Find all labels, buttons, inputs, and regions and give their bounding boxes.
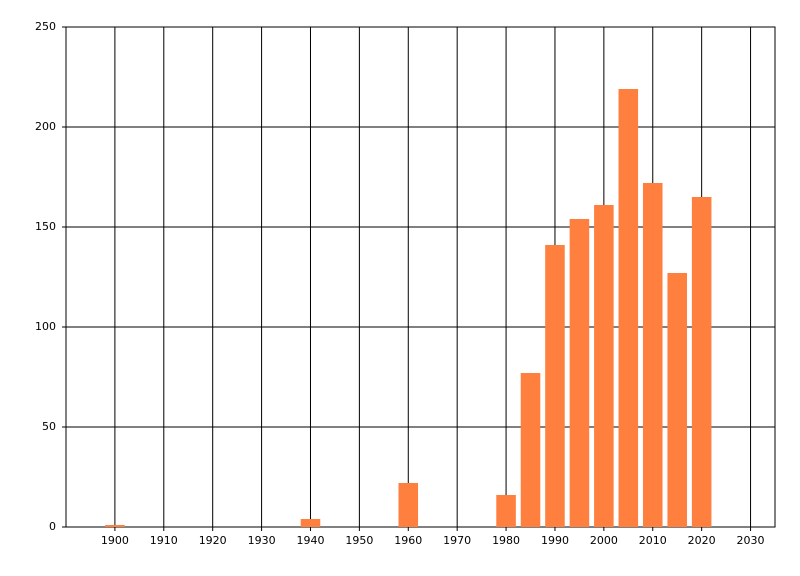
x-tick-label: 2030 [737,534,765,547]
bar [594,205,614,527]
bar [545,245,565,527]
x-tick-label: 1980 [492,534,520,547]
bar [691,197,712,527]
y-tick-label: 100 [35,320,56,333]
bar [642,183,663,527]
x-tick-label: 2000 [590,534,618,547]
plot-frame [65,26,776,528]
x-tick-label: 1910 [150,534,178,547]
x-tick-label: 1900 [101,534,129,547]
bar [300,519,321,527]
x-tick-label: 2020 [688,534,716,547]
x-tick-label: 2010 [639,534,667,547]
x-tick-label: 1940 [296,534,324,547]
x-tick-label: 1970 [443,534,471,547]
x-tick-label: 1990 [541,534,569,547]
bar [667,273,687,527]
bar [496,495,516,527]
bar [105,525,125,527]
y-tick-label: 50 [42,420,56,433]
bar [569,219,590,527]
bar [618,89,639,527]
y-tick-label: 150 [35,220,56,233]
bar [520,373,541,527]
y-tick-label: 0 [49,520,56,533]
y-tick-label: 250 [35,20,56,33]
x-tick-label: 1950 [345,534,373,547]
bar [398,483,419,527]
x-tick-label: 1930 [248,534,276,547]
x-tick-label: 1960 [394,534,422,547]
y-tick-label: 200 [35,120,56,133]
x-tick-label: 1920 [199,534,227,547]
